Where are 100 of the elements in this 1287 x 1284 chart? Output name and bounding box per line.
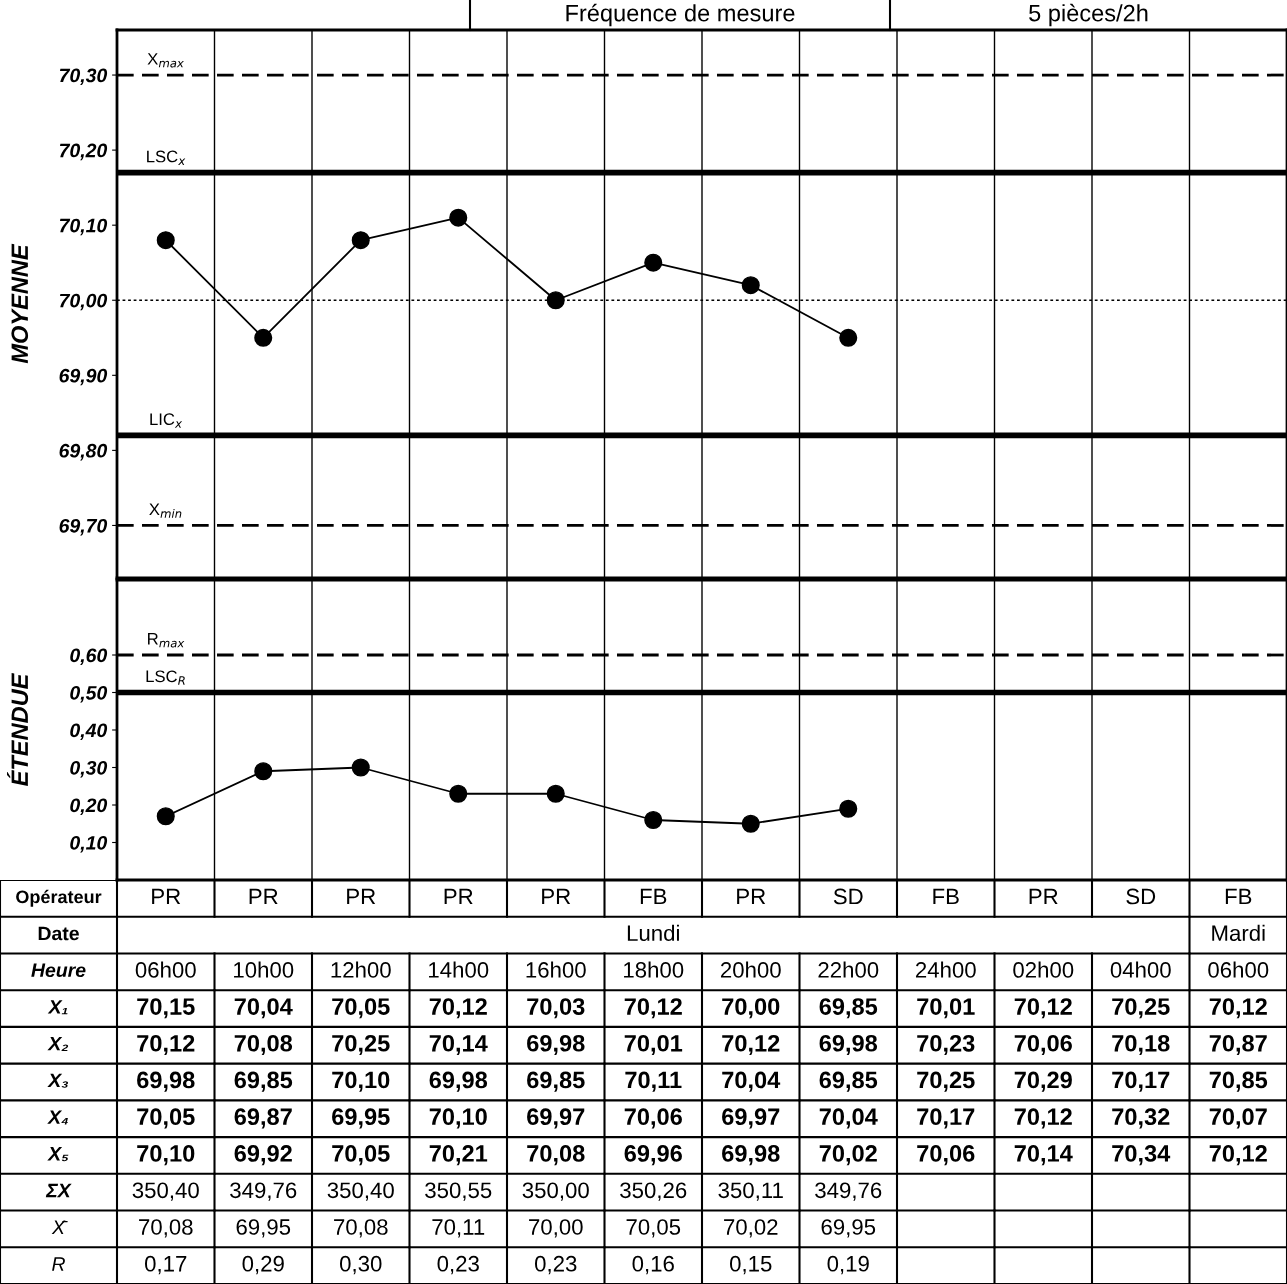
data-label: 0,15 (729, 1255, 772, 1275)
y-tick-label: 70,00 (59, 293, 108, 311)
y-tick-label: 70,10 (59, 218, 108, 236)
data-label: 70,08 (234, 1034, 293, 1056)
data-label: 70,02 (724, 1219, 778, 1238)
data-label: 69,95 (236, 1219, 291, 1238)
data-label: 70,14 (1014, 1145, 1073, 1166)
point (254, 762, 273, 781)
data-label: 69,98 (722, 1145, 780, 1166)
data-label: 70,23 (917, 1034, 975, 1056)
point (839, 328, 858, 347)
data-label: 70,03 (527, 998, 585, 1019)
data-label: 70,10 (429, 1108, 487, 1129)
point (546, 291, 565, 310)
data-label: 70,12 (429, 998, 487, 1019)
data-label: 70,06 (1014, 1034, 1072, 1056)
data-label: 70,12 (624, 998, 682, 1019)
point (839, 799, 858, 818)
data-label: 70,12 (137, 1034, 195, 1056)
category-label: 02h00 (1013, 961, 1074, 978)
data-label: 69,98 (137, 1071, 195, 1092)
text: FB (640, 888, 667, 905)
data-label: 69,92 (234, 1145, 292, 1166)
y-tick-label: 0,50 (70, 685, 108, 703)
y-tick-label: 0,30 (70, 760, 108, 778)
text: 5 pièces/2h (1029, 3, 1148, 27)
point (351, 758, 370, 777)
text: Heure (31, 963, 86, 978)
data-label: 69,98 (527, 1034, 585, 1056)
category-label: 10h00 (234, 961, 294, 978)
text: ΣX (45, 1183, 72, 1198)
data-label: 70,01 (624, 1034, 683, 1056)
data-label: 0,30 (339, 1255, 382, 1275)
category-label: 12h00 (331, 961, 391, 978)
data-label: 70,17 (1112, 1071, 1170, 1092)
text: Date (38, 926, 79, 941)
data-label: 70,11 (625, 1071, 682, 1092)
ref-line-label: LSC$_{x}$ (147, 150, 186, 165)
y-tick-label: 0,60 (70, 648, 108, 666)
data-label: 69,98 (819, 1034, 878, 1056)
data-label: 70,01 (917, 998, 975, 1019)
point (741, 276, 760, 295)
point (449, 784, 468, 803)
y-axis-title: MOYENNE (11, 243, 29, 364)
y-tick-label: 0,20 (70, 798, 108, 816)
y-tick-label: 70,30 (59, 68, 108, 86)
data-label: 70,32 (1112, 1108, 1170, 1129)
y-tick-label: 70,20 (59, 143, 108, 161)
category-label: 14h00 (429, 961, 489, 978)
point (156, 807, 175, 826)
data-label: 70,00 (529, 1219, 583, 1238)
data-label: 0,23 (534, 1255, 577, 1275)
data-label: 350,11 (718, 1182, 783, 1201)
data-label: 70,08 (139, 1219, 193, 1238)
data-label: 70,00 (722, 998, 780, 1019)
data-label: 69,98 (429, 1071, 488, 1092)
data-label: 70,25 (917, 1071, 975, 1092)
data-label: 70,04 (722, 1071, 781, 1092)
point (351, 231, 370, 250)
data-label: 70,05 (332, 1145, 390, 1166)
y-tick-label: 0,10 (70, 835, 108, 853)
data-label: 70,12 (1209, 998, 1267, 1019)
category-label: 24h00 (915, 961, 976, 978)
data-label: 70,05 (626, 1219, 681, 1238)
text: R (52, 1257, 65, 1271)
text: FB (933, 888, 959, 905)
data-label: 70,06 (624, 1108, 682, 1129)
text: X₄ (47, 1110, 68, 1125)
text: X₂ (47, 1036, 69, 1051)
text: PR (737, 888, 766, 905)
text: Opérateur (16, 889, 102, 907)
data-label: 350,00 (522, 1182, 589, 1201)
data-label: 0,29 (242, 1255, 284, 1275)
text: X̄ (51, 1220, 68, 1234)
ref-line-label: LSC$_{R}$ (146, 670, 185, 685)
data-label: 70,11 (432, 1219, 485, 1238)
data-label: 69,85 (819, 1071, 878, 1092)
data-label: 70,14 (429, 1034, 488, 1056)
ref-line-label: R$_{max}$ (148, 633, 185, 648)
data-label: 69,97 (527, 1108, 585, 1129)
data-label: 0,17 (144, 1255, 187, 1275)
category-label: 22h00 (818, 961, 879, 978)
category-label: 16h00 (526, 961, 586, 978)
text: SD (1126, 888, 1156, 905)
text: X₅ (47, 1147, 69, 1162)
data-label: 70,06 (917, 1145, 975, 1166)
point (546, 784, 565, 803)
category-label: 06h00 (135, 961, 196, 978)
category-label: 06h00 (1208, 961, 1269, 978)
ref-line-label: X$_{min}$ (149, 503, 182, 518)
data-label: 70,18 (1112, 1034, 1170, 1056)
data-label: 349,76 (230, 1182, 297, 1201)
data-label: 70,21 (429, 1145, 488, 1166)
text: PR (152, 888, 181, 905)
point (254, 328, 273, 347)
text: SD (833, 888, 863, 905)
text: Fréquence de mesure (566, 3, 795, 27)
data-label: 70,08 (334, 1219, 388, 1238)
data-label: 0,23 (437, 1255, 479, 1275)
data-label: 70,85 (1209, 1071, 1268, 1092)
